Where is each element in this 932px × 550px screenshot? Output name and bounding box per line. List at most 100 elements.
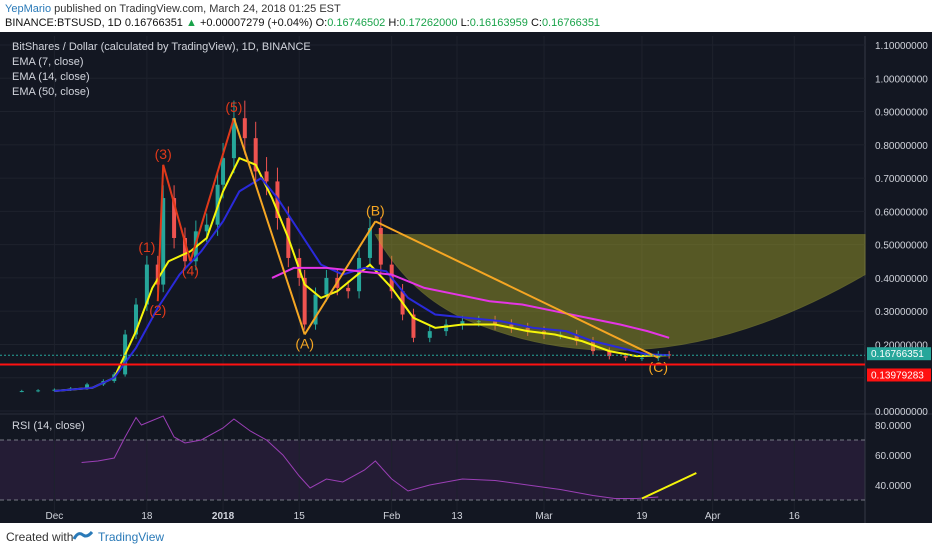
price-marker-label: 0.16766351 xyxy=(871,349,924,360)
candle-body xyxy=(161,198,166,285)
y-tick-label: 1.00000000 xyxy=(875,74,928,85)
candle-body xyxy=(221,158,226,185)
x-tick-label: Mar xyxy=(535,511,553,522)
x-tick-label: 13 xyxy=(451,511,463,522)
price-marker-bg xyxy=(867,347,931,361)
publish-line: YepMario published on TradingView.com, M… xyxy=(5,3,341,15)
candle-body xyxy=(155,264,160,285)
wave-label: (A) xyxy=(295,335,314,351)
y-tick-label: 0.40000000 xyxy=(875,274,928,285)
candle-body xyxy=(253,138,258,172)
candle-body xyxy=(204,224,209,232)
candle-body xyxy=(324,277,329,295)
candle-body xyxy=(264,171,269,182)
rsi-trend-line xyxy=(641,472,697,500)
y-tick-label: 0.50000000 xyxy=(875,241,928,252)
wave-line xyxy=(162,164,192,262)
tradingview-brand[interactable]: TradingView xyxy=(98,530,165,544)
tradingview-logo-icon[interactable] xyxy=(72,529,94,543)
candle-body xyxy=(444,324,449,332)
ema14-line xyxy=(54,176,670,393)
last-price: 0.16766351 xyxy=(124,17,183,29)
candle-body xyxy=(172,198,177,238)
price-marker-bg xyxy=(867,368,931,382)
header-bar: YepMario published on TradingView.com, M… xyxy=(0,0,932,32)
wave-label: (1) xyxy=(138,239,155,255)
abc-line xyxy=(374,220,659,359)
rsi-line xyxy=(81,415,659,499)
ohlc-line: BINANCE:BTSUSD, 1D 0.16766351 ▲ +0.00007… xyxy=(5,17,600,29)
y-tick-label: 0.30000000 xyxy=(875,307,928,318)
chart-legend: BitShares / Dollar (calculated by Tradin… xyxy=(12,40,311,100)
candle-body xyxy=(607,351,612,357)
candle-body xyxy=(367,228,372,258)
legend-rsi[interactable]: RSI (14, close) xyxy=(12,420,85,432)
wave-label: (B) xyxy=(366,202,385,218)
candle-body xyxy=(639,357,644,359)
change-value: +0.00007279 (+0.04%) xyxy=(199,17,313,29)
y-tick-label: 0.60000000 xyxy=(875,207,928,218)
legend-ema50[interactable]: EMA (50, close) xyxy=(12,86,90,98)
candle-body xyxy=(574,334,579,342)
published-text: published on TradingView.com, March 24, … xyxy=(54,3,341,15)
rsi-tick-label: 60.0000 xyxy=(875,451,912,462)
candle-body xyxy=(144,264,149,305)
close-label: C: xyxy=(530,17,542,29)
chart-title: BitShares / Dollar (calculated by Tradin… xyxy=(12,41,311,53)
wave-label: (2) xyxy=(149,302,166,318)
price-chart-svg[interactable]: 1.10000000 1.00000000 0.90000000 0.80000000… xyxy=(0,0,932,523)
author-link[interactable]: YepMario xyxy=(5,3,52,15)
x-tick-label: 18 xyxy=(141,511,153,522)
change-arrow: ▲ xyxy=(186,17,197,29)
open-label: O: xyxy=(315,17,328,29)
ema50-line xyxy=(271,266,670,339)
candle-body xyxy=(623,356,628,358)
candle-body xyxy=(231,118,236,159)
candle-body xyxy=(242,118,247,139)
abc-line xyxy=(232,117,306,335)
close-value: 0.16766351 xyxy=(541,17,601,29)
y-tick-label: 0.90000000 xyxy=(875,108,928,119)
created-with-text: Created with xyxy=(6,530,74,544)
candle-body xyxy=(427,331,432,338)
legend-ema14[interactable]: EMA (14, close) xyxy=(12,71,90,83)
y-tick-label: 0.20000000 xyxy=(875,340,928,351)
x-tick-label: 19 xyxy=(636,511,648,522)
open-value: 0.16746502 xyxy=(327,17,386,29)
candle-body xyxy=(525,327,530,332)
candle-body xyxy=(36,390,41,392)
candle-body xyxy=(182,237,187,262)
candle-body xyxy=(493,321,498,325)
y-tick-label: 1.10000000 xyxy=(875,41,928,52)
candle-body xyxy=(346,287,351,292)
x-tick-label: 15 xyxy=(294,511,306,522)
candle-body xyxy=(85,384,90,389)
y-tick-label: 0.80000000 xyxy=(875,141,928,152)
abc-line xyxy=(303,220,377,336)
wave-label: (4) xyxy=(182,262,199,278)
candle-body xyxy=(134,304,139,335)
candle-body xyxy=(302,277,307,325)
x-tick-label: Apr xyxy=(705,511,721,522)
footer: Created with TradingView xyxy=(0,523,932,550)
ema7-line xyxy=(54,156,670,393)
high-value: 0.17262000 xyxy=(399,17,458,29)
x-tick-label: 2018 xyxy=(212,511,235,522)
candle-body xyxy=(378,228,383,265)
candle-body xyxy=(460,321,465,325)
x-tick-label: 16 xyxy=(789,511,801,522)
high-label: H: xyxy=(388,17,400,29)
candle-body xyxy=(509,324,514,328)
y-tick-label: 0.00000000 xyxy=(875,407,928,418)
rsi-band xyxy=(0,440,865,500)
y-tick-label: 0.70000000 xyxy=(875,174,928,185)
rsi-tick-label: 40.0000 xyxy=(875,481,912,492)
candle-body xyxy=(313,294,318,325)
rsi-tick-label: 80.0000 xyxy=(875,421,912,432)
wave-line xyxy=(189,117,235,262)
wave-label: (C) xyxy=(649,359,668,375)
price-marker-label: 0.13979283 xyxy=(871,370,924,381)
x-tick-label: Dec xyxy=(46,511,64,522)
candle-body xyxy=(19,391,24,393)
legend-ema7[interactable]: EMA (7, close) xyxy=(12,56,84,68)
